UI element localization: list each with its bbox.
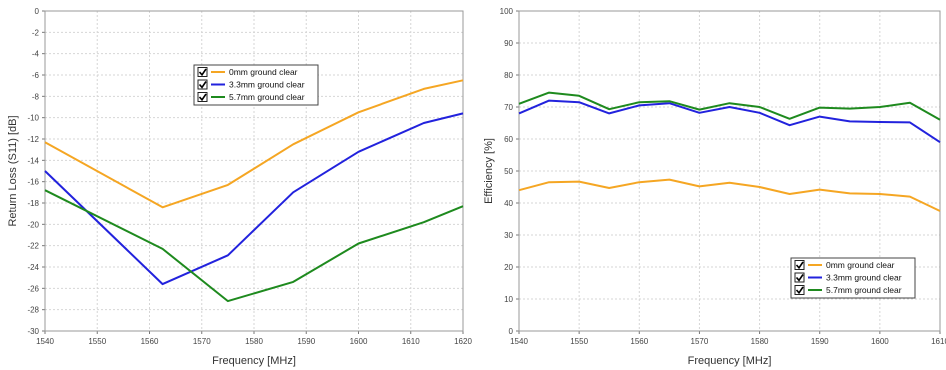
s11-y-tick-label: -12 [27, 135, 39, 144]
checkmark-icon [795, 274, 804, 282]
eff-x-axis-title: Frequency [MHz] [688, 355, 772, 367]
s11-y-tick-label: -28 [27, 306, 39, 315]
s11-legend: 0mm ground clear 3.3mm ground clear 5.7mm … [193, 64, 319, 106]
eff-series-line-0mm-ground-clear [518, 178, 941, 212]
s11-legend-item-0mm-ground-clear[interactable]: 0mm ground clear [197, 67, 298, 77]
checkmark-icon [795, 261, 804, 270]
eff-x-tick-label: 1590 [811, 337, 829, 346]
s11-x-tick-label: 1590 [297, 337, 315, 346]
s11-y-tick-label: -22 [27, 242, 39, 251]
s11-x-tick-label: 1620 [454, 337, 472, 346]
eff-y-tick-label: 20 [504, 263, 513, 272]
checkmark-icon [795, 286, 804, 295]
checkmark-icon [198, 68, 207, 77]
eff-y-axis-title: Efficiency [%] [483, 138, 495, 204]
eff-x-tick-label: 1560 [630, 337, 648, 346]
eff-y-tick-label: 10 [504, 295, 513, 304]
legend-checkbox[interactable] [794, 272, 805, 283]
legend-checkbox[interactable] [197, 79, 208, 90]
s11-y-tick-label: -4 [32, 50, 40, 59]
s11-x-tick-label: 1550 [88, 337, 106, 346]
s11-x-tick-label: 1570 [193, 337, 211, 346]
s11-y-tick-label: -10 [27, 114, 39, 123]
s11-x-tick-label: 1600 [350, 337, 368, 346]
eff-y-tick-label: 30 [504, 231, 513, 240]
s11-series-line-0mm-ground-clear [44, 79, 464, 209]
eff-x-tick-label: 1550 [570, 337, 588, 346]
s11-y-tick-label: -24 [27, 263, 39, 272]
s11-x-tick-label: 1560 [141, 337, 159, 346]
legend-checkbox[interactable] [794, 260, 805, 270]
eff-x-tick-label: 1540 [510, 337, 528, 346]
eff-y-tick-label: 60 [504, 135, 513, 144]
eff-legend-item-3-3mm-ground-clear[interactable]: 3.3mm ground clear [794, 272, 902, 283]
eff-y-tick-label: 100 [500, 7, 514, 16]
efficiency-chart-panel: 0 10 20 30 40 50 60 70 80 90 100 1540 1550 1560 1570 15… [473, 0, 946, 370]
s11-y-tick-label: -14 [27, 156, 39, 165]
eff-plot-frame [518, 10, 941, 332]
checkmark-icon [198, 81, 207, 89]
s11-legend-item-3-3mm-ground-clear[interactable]: 3.3mm ground clear [197, 79, 305, 90]
eff-y-tick-label: 50 [504, 167, 513, 176]
eff-x-tick-label: 1570 [691, 337, 709, 346]
s11-y-tick-label: -20 [27, 220, 39, 229]
s11-y-tick-label: -26 [27, 284, 39, 293]
s11-series-line-3-3mm-ground-clear [44, 112, 464, 286]
eff-y-tick-label: 80 [504, 71, 513, 80]
s11-x-tick-label: 1580 [245, 337, 263, 346]
efficiency-chart: 0 10 20 30 40 50 60 70 80 90 100 1540 1550 1560 1570 15… [483, 7, 946, 367]
legend-label: 0mm ground clear [826, 260, 895, 270]
s11-legend-item-5-7mm-ground-clear[interactable]: 5.7mm ground clear [197, 92, 305, 102]
s11-x-tick-label: 1610 [402, 337, 420, 346]
eff-y-tick-label: 40 [504, 199, 513, 208]
eff-legend-item-5-7mm-ground-clear[interactable]: 5.7mm ground clear [794, 285, 902, 295]
s11-series-line-5-7mm-ground-clear [44, 189, 464, 303]
eff-series-line-5-7mm-ground-clear [518, 91, 941, 121]
s11-y-axis-title: Return Loss (S11) [dB] [7, 115, 19, 226]
eff-y-tick-label: 0 [509, 327, 514, 336]
s11-x-tick-label: 1540 [36, 337, 54, 346]
eff-legend: 0mm ground clear 3.3mm ground clear 5.7mm … [790, 257, 916, 299]
return-loss-chart-panel: 0 -2 -4 -6 -8 -10 -12 -14 -16 -18 -20 -22 -24 -26 -28 -… [7, 7, 472, 367]
return-loss-chart: 0 -2 -4 -6 -8 -10 -12 -14 -16 -18 -20 -22 -24 -26 -28 -… [7, 7, 472, 367]
s11-y-tick-label: -6 [32, 71, 40, 80]
s11-y-tick-label: -8 [32, 92, 40, 101]
eff-series-line-3-3mm-ground-clear [518, 99, 941, 144]
s11-y-tick-label: -30 [27, 327, 39, 336]
eff-y-tick-label: 70 [504, 103, 513, 112]
legend-checkbox[interactable] [794, 285, 805, 295]
legend-label: 0mm ground clear [229, 67, 298, 77]
legend-label: 3.3mm ground clear [826, 273, 902, 283]
checkmark-icon [198, 93, 207, 102]
eff-y-tick-label: 90 [504, 39, 513, 48]
eff-x-tick-label: 1600 [871, 337, 889, 346]
legend-label: 3.3mm ground clear [229, 80, 305, 90]
legend-checkbox[interactable] [197, 67, 208, 77]
s11-y-tick-label: -16 [27, 178, 39, 187]
eff-x-tick-label: 1610 [931, 337, 946, 346]
s11-y-tick-label: -2 [32, 28, 40, 37]
eff-legend-item-0mm-ground-clear[interactable]: 0mm ground clear [794, 260, 895, 270]
s11-y-tick-label: -18 [27, 199, 39, 208]
legend-checkbox[interactable] [197, 92, 208, 102]
s11-x-axis-title: Frequency [MHz] [212, 355, 296, 367]
legend-label: 5.7mm ground clear [229, 92, 305, 102]
eff-x-tick-label: 1580 [751, 337, 769, 346]
s11-y-tick-label: 0 [35, 7, 40, 16]
legend-label: 5.7mm ground clear [826, 285, 902, 295]
